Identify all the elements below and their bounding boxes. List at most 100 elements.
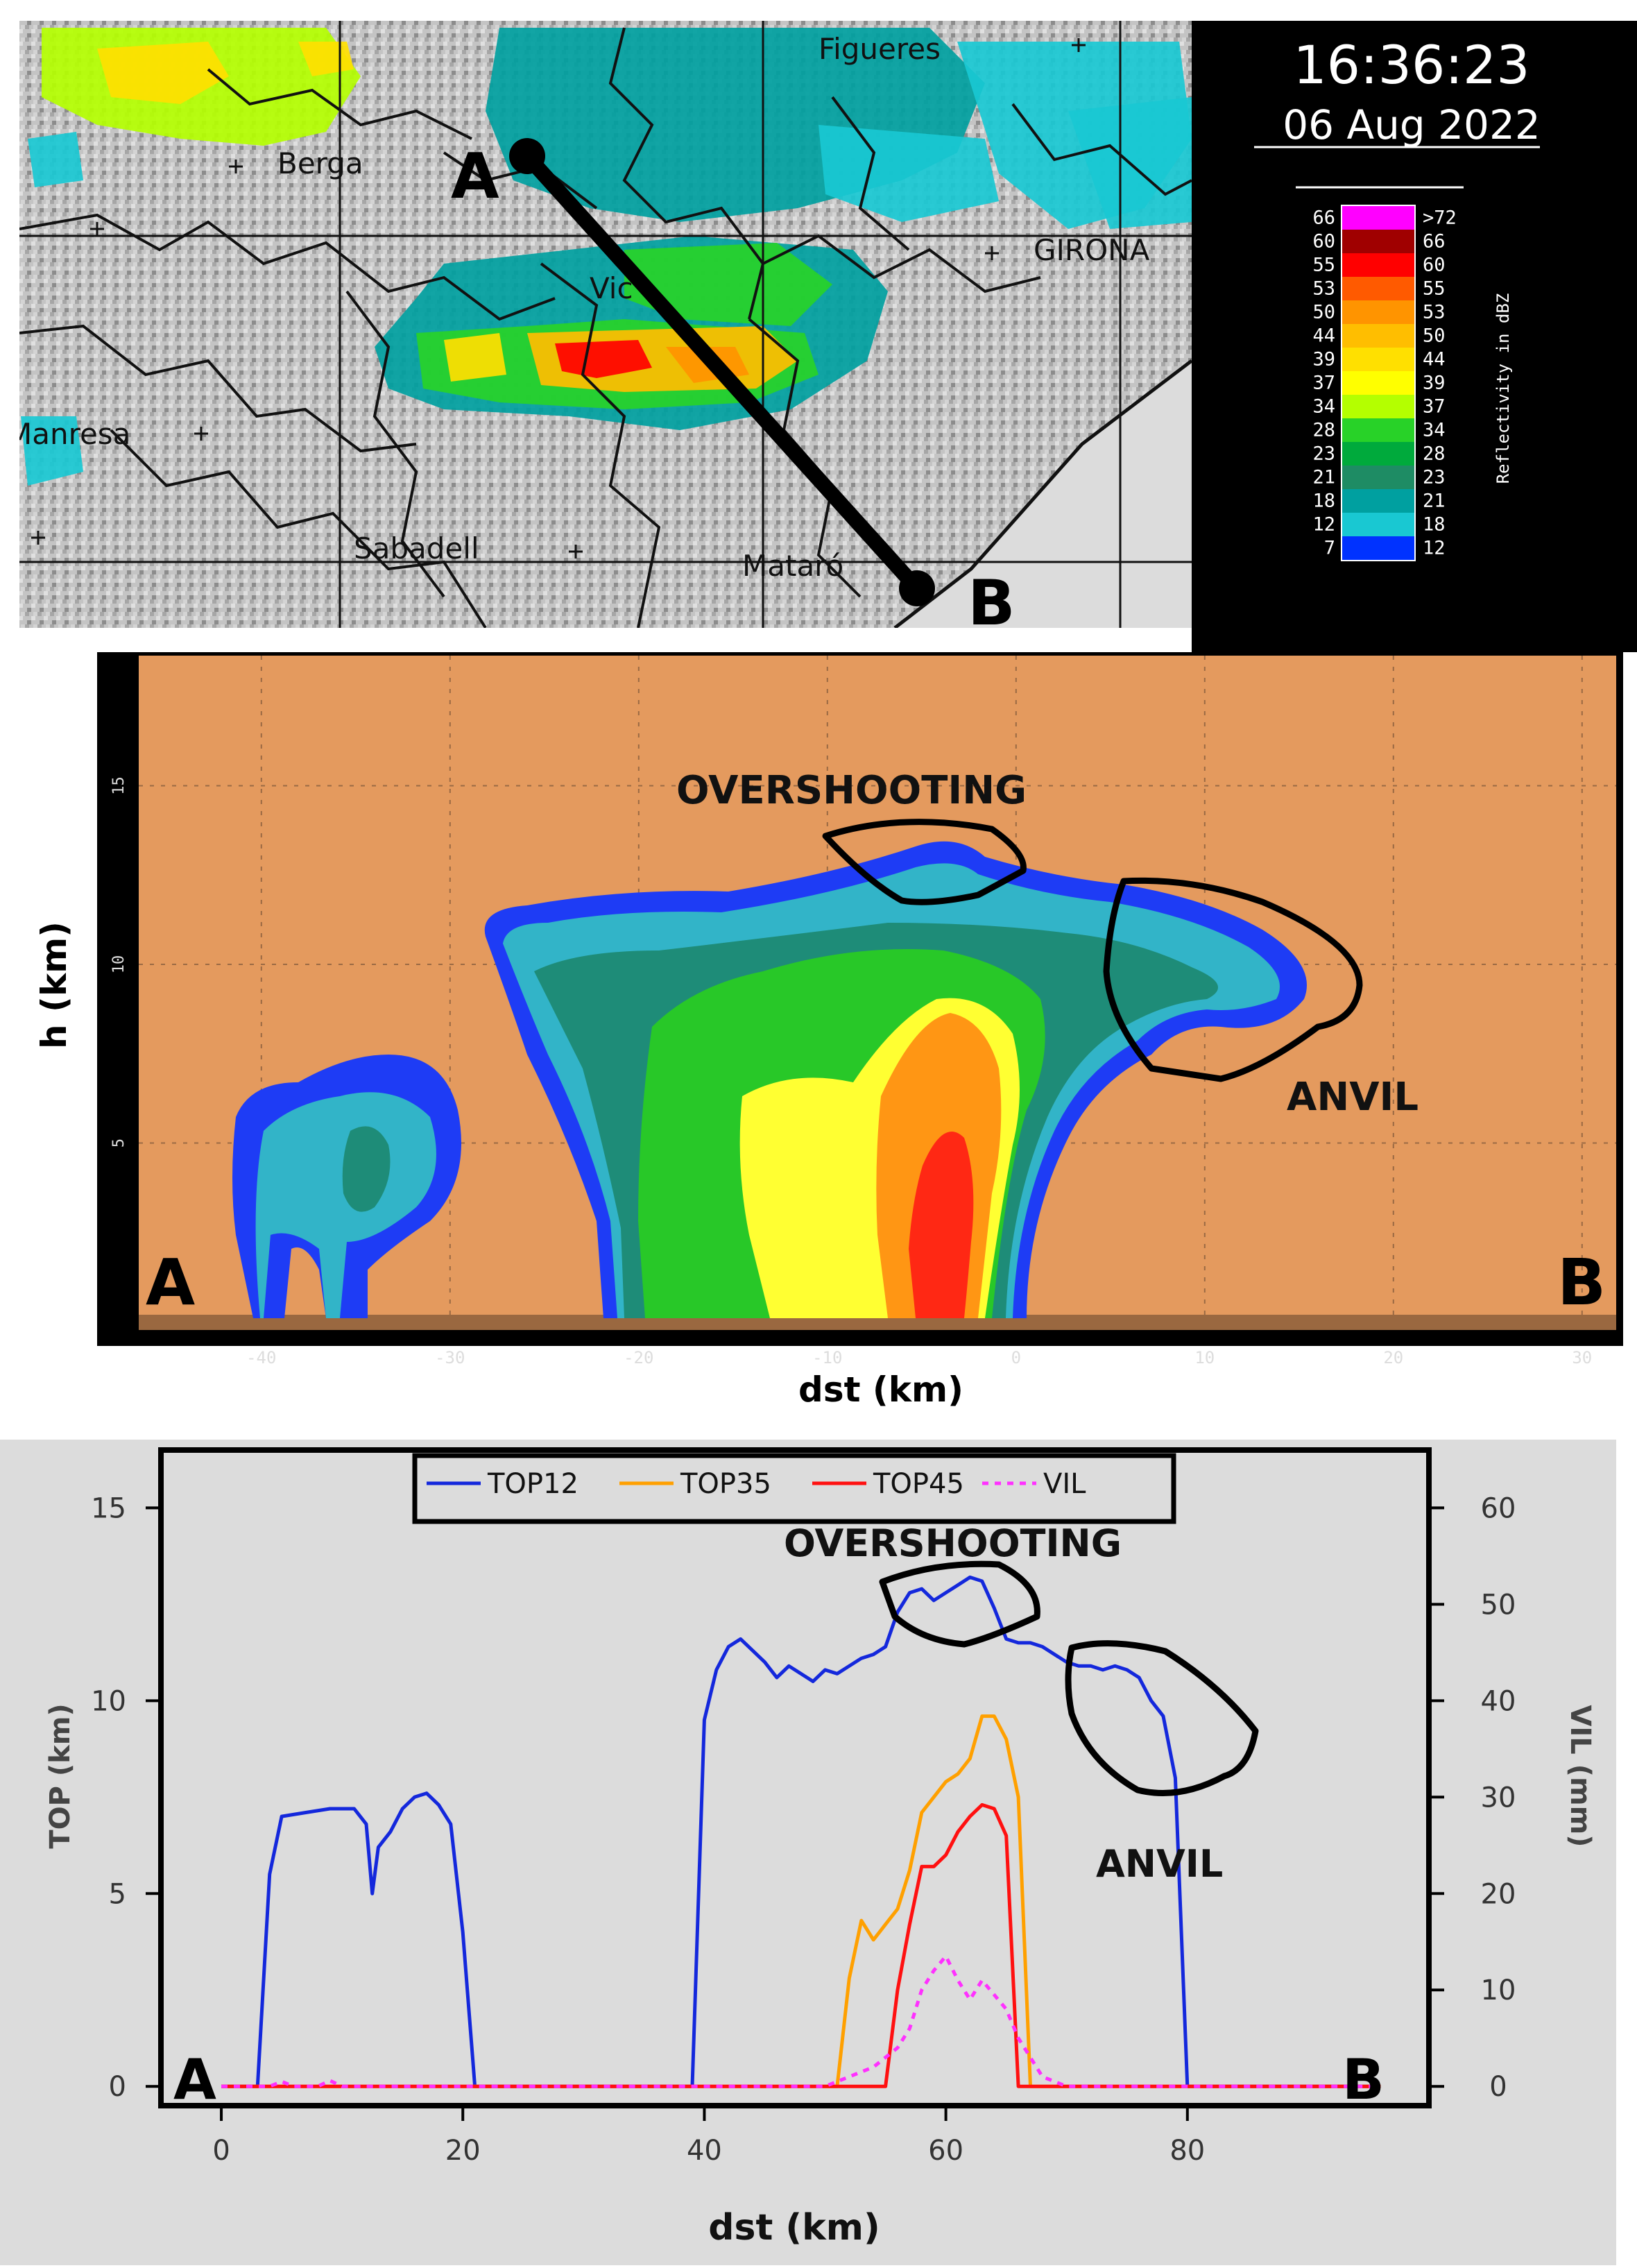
y2-tick-label-0: 0 [1489, 2071, 1507, 2103]
legend-title: Reflectivity in dBZ [1493, 293, 1513, 484]
y-tick-label-0: 0 [109, 2071, 126, 2103]
cs-label-b: B [1557, 1245, 1606, 1320]
legend-label-vil: VIL [1043, 1468, 1086, 1500]
place-markers [31, 38, 1086, 559]
legend-lower-bound-0: 66 [1312, 207, 1335, 229]
x-tick-label-1: 20 [445, 2135, 481, 2167]
transect-start-marker [509, 138, 545, 174]
legend-label-top45: TOP45 [873, 1468, 964, 1500]
place-label-manresa: Manresa [7, 417, 130, 451]
legend-swatch-0 [1342, 206, 1414, 230]
y2-tick-label-3: 30 [1481, 1782, 1516, 1814]
legend-upper-bound-1: 66 [1423, 231, 1446, 253]
y2-tick-label-5: 50 [1481, 1589, 1516, 1621]
cs-x-tick-2: -20 [624, 1348, 653, 1367]
legend-swatch-12 [1342, 489, 1414, 513]
legend-box [412, 1453, 1176, 1524]
x-tick-label-0: 0 [212, 2135, 230, 2167]
x-tick-label-3: 60 [928, 2135, 963, 2167]
cs-y-tick-0: 5 [110, 1139, 128, 1148]
legend-swatch-11 [1342, 466, 1414, 489]
cs-x-tick-3: -10 [812, 1348, 842, 1367]
place-label-girona: GIRONA [1034, 233, 1150, 267]
legend-upper-bound-7: 39 [1423, 373, 1446, 394]
overshooting-outline [822, 819, 1027, 905]
legend-swatch-13 [1342, 513, 1414, 536]
legend-lower-bound-2: 55 [1312, 255, 1335, 276]
chart-anvil-outline [1065, 1640, 1259, 1796]
legend-lower-bound-10: 23 [1312, 443, 1335, 465]
reflectivity-cross-section [232, 841, 1307, 1318]
radar-echo-1 [97, 42, 229, 104]
cs-annotation-overshooting: OVERSHOOTING [676, 768, 1027, 813]
cs-x-tick-4: 0 [1011, 1348, 1021, 1367]
transect-label-a: A [451, 140, 499, 213]
cross-section-panel: OVERSHOOTING ANVIL A B dst (km) h (km) -… [34, 652, 1623, 1410]
legend-swatch-6 [1342, 348, 1414, 371]
legend-upper-bound-0: >72 [1423, 207, 1457, 229]
legend-lower-bound-3: 53 [1312, 278, 1335, 300]
chart-axes: 0 20 40 60 80 0 5 10 15 0 10 20 30 40 50 60 [91, 1492, 1516, 2167]
legend-upper-bound-4: 53 [1423, 302, 1446, 323]
legend-swatch-1 [1342, 230, 1414, 253]
legend-label-top35: TOP35 [680, 1468, 771, 1500]
cs-label-a: A [146, 1245, 195, 1320]
x-tick-label-2: 40 [687, 2135, 722, 2167]
legend-upper-bound-3: 55 [1423, 278, 1446, 300]
cs-y-axis-label: h (km) [34, 921, 74, 1049]
cs-x-tick-7: 30 [1572, 1348, 1592, 1367]
y2-tick-label-2: 20 [1481, 1878, 1516, 1910]
legend-lower-bound-5: 44 [1312, 325, 1335, 347]
radar-map-panel: Figueres Berga GIRONA Manresa Sabadell M… [7, 21, 1637, 652]
timestamp-date: 06 Aug 2022 [1283, 101, 1541, 148]
cs-annotation-anvil: ANVIL [1287, 1075, 1419, 1120]
cross-section-outlines [822, 819, 1363, 1082]
reflectivity-band-9 [342, 1126, 391, 1212]
legend-lower-bound-12: 18 [1312, 491, 1335, 512]
x-tick-label-4: 80 [1169, 2135, 1205, 2167]
legend-label-top12: TOP12 [487, 1468, 578, 1500]
line-chart-panel: 0 20 40 60 80 0 5 10 15 0 10 20 30 40 50 60 OVERSHOOTIN… [0, 1440, 1616, 2265]
radar-echo-7 [624, 243, 832, 326]
y2-tick-label-1: 10 [1481, 1975, 1516, 2006]
radar-echo-14 [21, 416, 83, 486]
legend-upper-bound-6: 44 [1423, 349, 1446, 370]
series-line-top45 [221, 1802, 1381, 2088]
chart-outlines [879, 1560, 1259, 1796]
radar-echo-9 [444, 333, 506, 382]
chart-series [221, 1575, 1381, 2088]
legend-swatch-4 [1342, 300, 1414, 324]
chart-y-axis-label: TOP (km) [44, 1703, 76, 1848]
chart-label-b: B [1342, 2047, 1385, 2112]
legend-lower-bound-4: 50 [1312, 302, 1335, 323]
radar-echo-11 [555, 340, 652, 378]
place-label-figueres: Figueres [818, 32, 941, 66]
reflectivity-band-8 [255, 1092, 436, 1318]
series-line-top12 [221, 1575, 1381, 2088]
legend-swatch-8 [1342, 395, 1414, 418]
reflectivity-band-6 [909, 1132, 974, 1318]
series-line-vil [221, 1954, 1381, 2088]
legend-upper-bound-9: 34 [1423, 420, 1446, 441]
place-labels: Figueres Berga GIRONA Manresa Sabadell M… [7, 32, 1150, 583]
legend-swatch-14 [1342, 536, 1414, 560]
y-tick-label-2: 10 [91, 1685, 126, 1717]
legend-upper-bound-12: 21 [1423, 491, 1446, 512]
cs-x-tick-0: -40 [246, 1348, 276, 1367]
legend-lower-bound-6: 39 [1312, 349, 1335, 370]
chart-y2-axis-label: VIL (mm) [1564, 1705, 1596, 1847]
y-tick-label-1: 5 [109, 1878, 126, 1910]
legend-upper-bound-2: 60 [1423, 255, 1446, 276]
legend-upper-bound-14: 12 [1423, 538, 1446, 559]
timestamp-time: 16:36:23 [1293, 34, 1529, 96]
cs-x-axis-label: dst (km) [798, 1370, 963, 1410]
chart-annotation-overshooting: OVERSHOOTING [784, 1521, 1122, 1565]
transect-label-b: B [968, 567, 1015, 640]
ground-band [139, 1315, 1616, 1330]
coastline [893, 359, 1192, 628]
cs-x-tick-1: -30 [435, 1348, 465, 1367]
place-label-sabadell: Sabadell [354, 531, 479, 565]
legend-swatch-7 [1342, 371, 1414, 395]
chart-overshooting-outline [879, 1560, 1040, 1648]
